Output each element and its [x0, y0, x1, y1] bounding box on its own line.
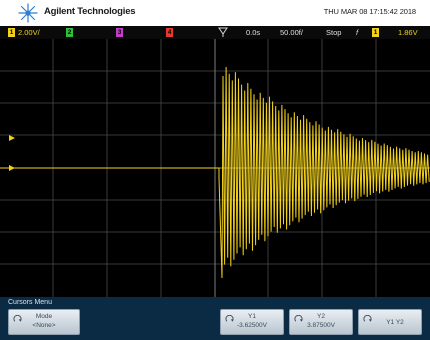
knob-icon — [363, 315, 372, 322]
run-state: Stop — [326, 28, 342, 37]
mode-value: <None> — [32, 322, 56, 329]
channel-4-indicator[interactable]: 4 — [166, 28, 173, 37]
menu-title: Cursors Menu — [8, 299, 52, 306]
y2-softkey[interactable]: Y2 3.87500V — [289, 309, 353, 335]
trigger-position-icon — [218, 27, 228, 37]
channel-1-indicator[interactable]: 1 — [8, 28, 15, 37]
brand-name: Agilent Technologies — [44, 6, 136, 17]
time-scale: 50.00f/ — [280, 28, 303, 37]
y1-y2-softkey[interactable]: Y1 Y2 — [358, 309, 422, 335]
channel-3-indicator[interactable]: 3 — [116, 28, 123, 37]
y1-value: -3.62500V — [237, 322, 267, 329]
agilent-spark-icon — [18, 3, 38, 23]
mode-softkey[interactable]: Mode <None> — [8, 309, 80, 335]
channel-1-trace — [0, 66, 430, 279]
mode-label: Mode — [35, 313, 53, 320]
waveform-display[interactable] — [0, 39, 430, 297]
y2-label: Y2 — [317, 313, 325, 320]
channel-2-indicator[interactable]: 2 — [66, 28, 73, 37]
y2-value: 3.87500V — [307, 322, 335, 329]
y1-label: Y1 — [248, 313, 256, 320]
trigger-channel-indicator: 1 — [372, 28, 379, 37]
date-time: THU MAR 08 17:15:42 2018 — [323, 7, 416, 16]
status-bar: 1 2.00V/ 2 3 4 0.0s 50.00f/ Stop f 1 1.8… — [0, 26, 430, 39]
trigger-level: 1.86V — [398, 28, 418, 37]
header-bar: Agilent Technologies THU MAR 08 17:15:42… — [0, 0, 430, 26]
channel-1-ground-marker — [9, 135, 15, 171]
y1-softkey[interactable]: Y1 -3.62500V — [220, 309, 284, 335]
knob-icon — [225, 315, 234, 322]
channel-1-scale: 2.00V/ — [18, 28, 40, 37]
time-delay: 0.0s — [246, 28, 261, 37]
cursors-menu: Cursors Menu Mode <None> Y1 -3.62500V Y2… — [0, 297, 430, 340]
knob-icon — [13, 315, 22, 322]
trigger-slope-icon: f — [356, 28, 359, 37]
y1-y2-label: Y1 Y2 — [386, 319, 404, 326]
knob-icon — [294, 315, 303, 322]
